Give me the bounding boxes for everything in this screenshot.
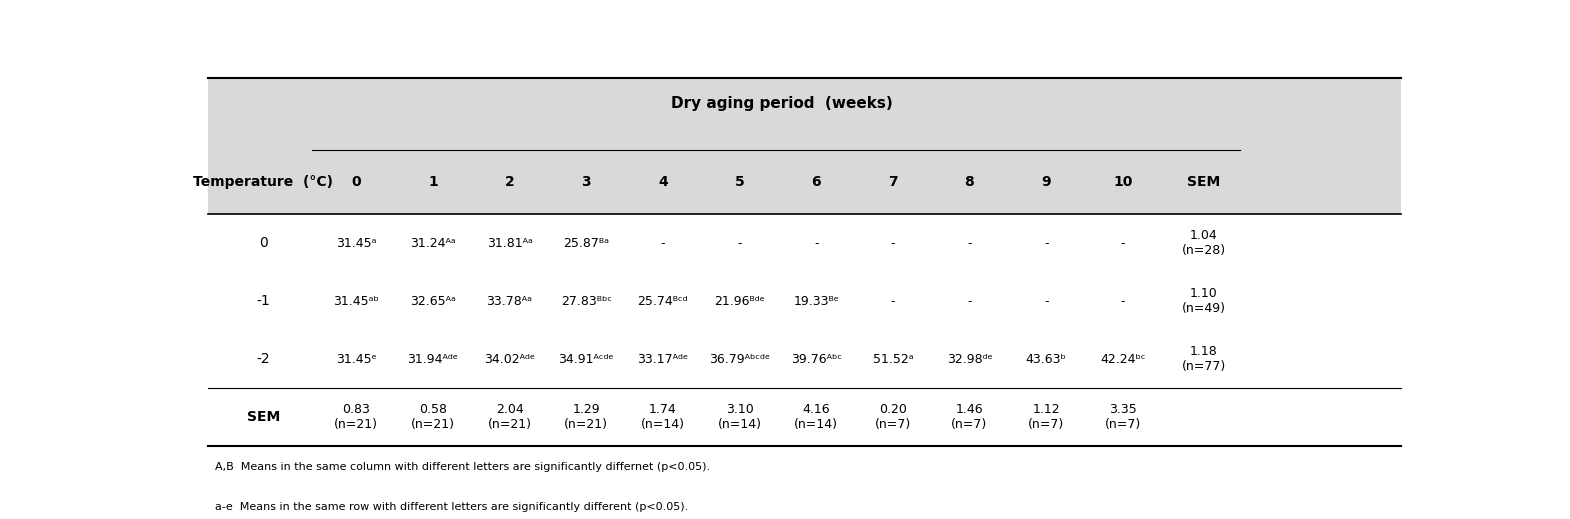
Text: -1: -1 (256, 294, 270, 308)
Text: 2.04
(n=21): 2.04 (n=21) (488, 403, 532, 431)
Text: 21.96ᴮᵈᵉ: 21.96ᴮᵈᵉ (714, 295, 765, 308)
Text: 3: 3 (581, 175, 590, 189)
Text: 0.58
(n=21): 0.58 (n=21) (411, 403, 455, 431)
Bar (209, 150, 1400, 214)
Text: 43.63ᵇ: 43.63ᵇ (1025, 352, 1066, 365)
Text: 31.45ᵃᵇ: 31.45ᵃᵇ (333, 295, 380, 308)
Text: -: - (967, 295, 972, 308)
Text: 32.65ᴬᵃ: 32.65ᴬᵃ (410, 295, 455, 308)
Text: 0: 0 (352, 175, 361, 189)
Text: 25.74ᴮᶜᵈ: 25.74ᴮᶜᵈ (637, 295, 688, 308)
Text: 39.76ᴬᵇᶜ: 39.76ᴬᵇᶜ (791, 352, 842, 365)
Bar (209, 78, 1400, 150)
Text: 1.10
(n=49): 1.10 (n=49) (1182, 287, 1226, 315)
Text: 31.24ᴬᵃ: 31.24ᴬᵃ (410, 237, 455, 250)
Text: 32.98ᵈᵉ: 32.98ᵈᵉ (947, 352, 992, 365)
Text: 19.33ᴮᵉ: 19.33ᴮᵉ (793, 295, 838, 308)
Text: SEM: SEM (246, 410, 279, 424)
Text: 33.17ᴬᵈᵉ: 33.17ᴬᵈᵉ (637, 352, 688, 365)
Text: 4: 4 (658, 175, 667, 189)
Text: 34.91ᴬᶜᵈᵉ: 34.91ᴬᶜᵈᵉ (559, 352, 614, 365)
Text: 0.83
(n=21): 0.83 (n=21) (334, 403, 378, 431)
Text: 31.45ᵃ: 31.45ᵃ (336, 237, 377, 250)
Text: 0: 0 (259, 236, 267, 250)
Text: Dry aging period  (weeks): Dry aging period (weeks) (672, 96, 893, 111)
Text: 36.79ᴬᵇᶜᵈᵉ: 36.79ᴬᵇᶜᵈᵉ (710, 352, 771, 365)
Text: 1.04
(n=28): 1.04 (n=28) (1182, 229, 1226, 257)
Text: 51.52ᵃ: 51.52ᵃ (873, 352, 914, 365)
Text: 1.18
(n=77): 1.18 (n=77) (1182, 345, 1226, 373)
Text: -2: -2 (256, 352, 270, 366)
Text: -: - (1044, 237, 1049, 250)
Text: 1.29
(n=21): 1.29 (n=21) (564, 403, 608, 431)
Text: A,B  Means in the same column with different letters are significantly differnet: A,B Means in the same column with differ… (215, 462, 710, 472)
Text: -: - (967, 237, 972, 250)
Text: 1.74
(n=14): 1.74 (n=14) (641, 403, 685, 431)
Text: Temperature  (°C): Temperature (°C) (193, 175, 333, 189)
Text: 3.10
(n=14): 3.10 (n=14) (717, 403, 761, 431)
Text: -: - (1044, 295, 1049, 308)
Text: 31.81ᴬᵃ: 31.81ᴬᵃ (487, 237, 532, 250)
Text: -: - (890, 237, 895, 250)
Text: 4.16
(n=14): 4.16 (n=14) (794, 403, 838, 431)
Text: SEM: SEM (1187, 175, 1220, 189)
Text: a-e  Means in the same row with different letters are significantly different (p: a-e Means in the same row with different… (215, 502, 688, 512)
Text: 0.20
(n=7): 0.20 (n=7) (874, 403, 911, 431)
Text: 6: 6 (812, 175, 821, 189)
Text: 1.46
(n=7): 1.46 (n=7) (951, 403, 988, 431)
Text: -: - (1121, 237, 1126, 250)
Text: 10: 10 (1113, 175, 1132, 189)
Text: 27.83ᴮᵇᶜ: 27.83ᴮᵇᶜ (560, 295, 612, 308)
Text: 9: 9 (1041, 175, 1050, 189)
Text: 7: 7 (889, 175, 898, 189)
Text: 1: 1 (429, 175, 438, 189)
Text: 25.87ᴮᵃ: 25.87ᴮᵃ (564, 237, 609, 250)
Text: 2: 2 (504, 175, 515, 189)
Text: 8: 8 (964, 175, 975, 189)
Text: -: - (813, 237, 818, 250)
Text: 1.12
(n=7): 1.12 (n=7) (1028, 403, 1064, 431)
Text: 33.78ᴬᵃ: 33.78ᴬᵃ (487, 295, 532, 308)
Text: 42.24ᵇᶜ: 42.24ᵇᶜ (1101, 352, 1146, 365)
Text: 34.02ᴬᵈᵉ: 34.02ᴬᵈᵉ (484, 352, 535, 365)
Text: -: - (738, 237, 741, 250)
Text: 31.94ᴬᵈᵉ: 31.94ᴬᵈᵉ (407, 352, 458, 365)
Text: -: - (890, 295, 895, 308)
Text: 31.45ᵉ: 31.45ᵉ (336, 352, 377, 365)
Text: 3.35
(n=7): 3.35 (n=7) (1105, 403, 1141, 431)
Text: 5: 5 (735, 175, 744, 189)
Text: -: - (661, 237, 666, 250)
Text: -: - (1121, 295, 1126, 308)
